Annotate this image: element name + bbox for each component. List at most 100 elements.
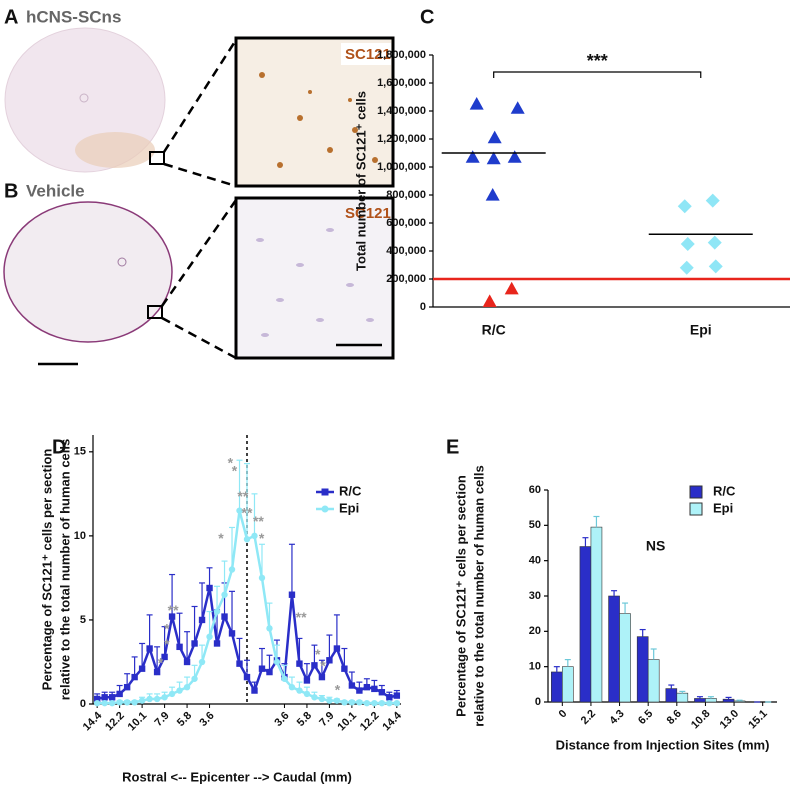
data-point (213, 640, 221, 647)
y-tick-label: 15 (74, 446, 86, 458)
data-point (273, 658, 281, 666)
y-tick-label: 50 (529, 519, 541, 531)
x-tick-label: 14.4 (380, 709, 404, 733)
y-tick-label: 40 (529, 555, 541, 567)
panel-label: E (446, 436, 459, 458)
zoom-line (161, 316, 237, 360)
data-point (356, 699, 363, 706)
data-point (131, 673, 138, 681)
data-point (281, 675, 288, 682)
significance: * (164, 636, 170, 652)
x-tick-label: 7.9 (317, 710, 336, 729)
data-point (108, 694, 116, 701)
data-point (288, 591, 296, 598)
x-tick-label: 10.1 (126, 710, 150, 734)
data-point (378, 699, 386, 707)
data-point (93, 695, 101, 703)
significance: ** (296, 609, 307, 625)
data-point (123, 683, 131, 691)
data-point (236, 660, 243, 667)
data-point (333, 697, 341, 704)
data-point (303, 690, 311, 698)
y-tick-label: 200,000 (386, 273, 426, 285)
data-point (198, 616, 206, 624)
data-point (243, 536, 251, 543)
data-point (146, 695, 153, 703)
data-point (161, 653, 168, 661)
data-point (176, 687, 183, 694)
x-tick-label: 5.8 (175, 710, 194, 729)
data-point (191, 675, 198, 682)
significance: * (218, 530, 224, 546)
panel-title: Vehicle (26, 181, 85, 200)
zoom-box (147, 305, 163, 319)
x-tick-label: 13.0 (718, 708, 742, 732)
panel-label: B (4, 180, 18, 202)
bar (590, 526, 603, 703)
y-axis-label: Percentage of SC121⁺ cells per section (453, 475, 468, 717)
x-axis-label: Distance from Injection Sites (mm) (556, 737, 770, 752)
central-canal (117, 257, 127, 267)
x-tick-label: Epi (690, 322, 712, 338)
data-point (311, 694, 318, 701)
data-point (228, 630, 236, 637)
y-tick-label: 400,000 (386, 245, 426, 257)
tissue-section (3, 201, 173, 343)
data-point (266, 625, 273, 632)
data-point (206, 584, 213, 592)
bar (608, 595, 620, 703)
data-point (371, 685, 378, 693)
data-point (101, 694, 108, 701)
legend-marker (321, 505, 329, 513)
data-point (236, 507, 243, 514)
y-tick-label: 10 (74, 530, 86, 542)
y-tick-label: 20 (529, 625, 541, 637)
zoom-line (160, 199, 238, 307)
data-point (251, 687, 258, 694)
data-point (708, 259, 723, 274)
data-point (485, 188, 500, 201)
significance: ** (253, 513, 264, 529)
data-point (348, 682, 356, 689)
data-point (393, 692, 401, 699)
y-tick-label: 0 (80, 698, 86, 710)
zoom-line (163, 162, 237, 188)
data-point (311, 662, 318, 669)
bar (694, 698, 706, 703)
significance: *** (587, 51, 608, 71)
x-axis-label: Rostral <-- Epicenter --> Caudal (mm) (122, 769, 352, 784)
data-point (123, 699, 131, 706)
legend-label: Epi (339, 500, 359, 515)
data-point (183, 683, 191, 691)
y-tick-label: 1,400,000 (377, 105, 426, 117)
data-point (677, 199, 692, 214)
y-tick-label: 1,600,000 (377, 77, 426, 89)
data-point (168, 690, 176, 698)
significance-bracket (493, 71, 702, 78)
panel-title: hCNS-SCns (26, 7, 121, 26)
y-tick-label: 0 (535, 696, 541, 708)
data-point (243, 673, 251, 681)
data-point (221, 591, 228, 598)
x-tick-label: 15.1 (746, 708, 770, 732)
data-point (341, 665, 348, 672)
data-point (258, 574, 266, 582)
data-point (679, 260, 694, 275)
data-point (198, 658, 206, 666)
data-point (482, 294, 497, 307)
significance: * (164, 621, 170, 637)
y-axis-label: Percentage of SC121⁺ cells per section (39, 449, 54, 691)
data-point (371, 699, 378, 707)
data-point (213, 608, 221, 615)
data-point (138, 697, 146, 704)
bar (722, 698, 735, 703)
data-point (153, 695, 161, 703)
data-point (356, 687, 363, 694)
y-tick-label: 60 (529, 484, 541, 496)
data-point (206, 633, 213, 640)
data-point (487, 130, 502, 144)
legend-label: R/C (713, 483, 736, 498)
data-point (341, 699, 348, 706)
x-tick-label: 2.2 (579, 708, 598, 727)
